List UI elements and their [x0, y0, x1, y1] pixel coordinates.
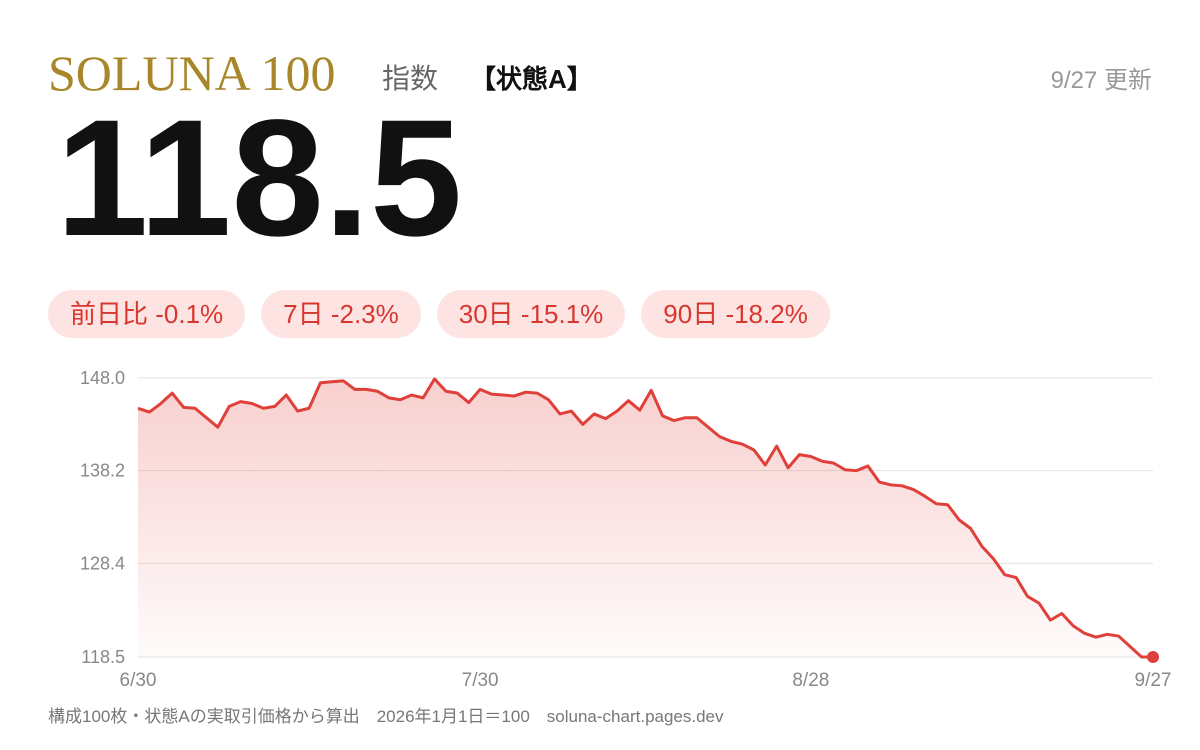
subtitle: 指数: [382, 63, 438, 94]
change-badge: 前日比 -0.1%: [48, 290, 246, 338]
x-tick-label: 9/27: [1135, 670, 1172, 691]
badges: 前日比 -0.1% 7日 -2.3% 30日 -15.1% 90日 -18.2%: [48, 290, 830, 338]
change-badge: 90日 -18.2%: [641, 290, 830, 338]
x-tick-label: 6/30: [120, 670, 157, 691]
area: [138, 378, 1153, 657]
title: SOLUNA 100: [48, 45, 336, 101]
y-tick-label: 128.4: [80, 553, 125, 573]
last-point: [1147, 651, 1159, 663]
x-tick-label: 7/30: [462, 670, 499, 691]
y-tick-label: 148.0: [80, 368, 125, 388]
y-tick-label: 138.2: [80, 461, 125, 481]
change-badge: 7日 -2.3%: [261, 290, 421, 338]
y-tick-label: 118.5: [81, 647, 125, 667]
footer: 構成100枚・状態Aの実取引価格から算出 2026年1月1日＝100 solun…: [48, 707, 724, 726]
change-badge: 30日 -15.1%: [436, 290, 626, 338]
x-tick-label: 8/28: [792, 670, 829, 691]
current-value: 118.5: [56, 86, 462, 271]
line: [137, 377, 1153, 659]
updated: 9/27 更新: [1051, 67, 1152, 94]
state: 【状態A】: [470, 64, 593, 94]
